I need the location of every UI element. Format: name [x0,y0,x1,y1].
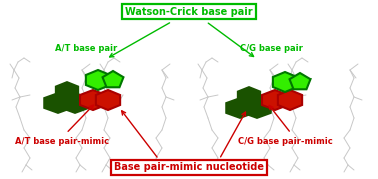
Polygon shape [56,82,78,100]
Polygon shape [102,71,124,87]
Polygon shape [61,93,89,113]
Text: Watson-Crick base pair: Watson-Crick base pair [125,7,253,17]
Polygon shape [278,90,302,110]
Text: A/T base pair: A/T base pair [55,44,117,53]
Text: C/G base pair: C/G base pair [240,44,303,53]
Polygon shape [80,90,106,110]
Polygon shape [290,73,310,89]
Text: Base pair-mimic nucleotide: Base pair-mimic nucleotide [114,162,264,172]
Polygon shape [44,93,72,113]
Polygon shape [226,98,254,118]
Polygon shape [243,98,271,118]
Polygon shape [273,72,297,92]
Text: C/G base pair-mimic: C/G base pair-mimic [238,137,333,146]
Polygon shape [96,90,120,110]
Polygon shape [262,90,288,110]
Polygon shape [238,87,260,105]
Text: A/T base pair-mimic: A/T base pair-mimic [15,137,109,146]
Polygon shape [86,70,110,90]
